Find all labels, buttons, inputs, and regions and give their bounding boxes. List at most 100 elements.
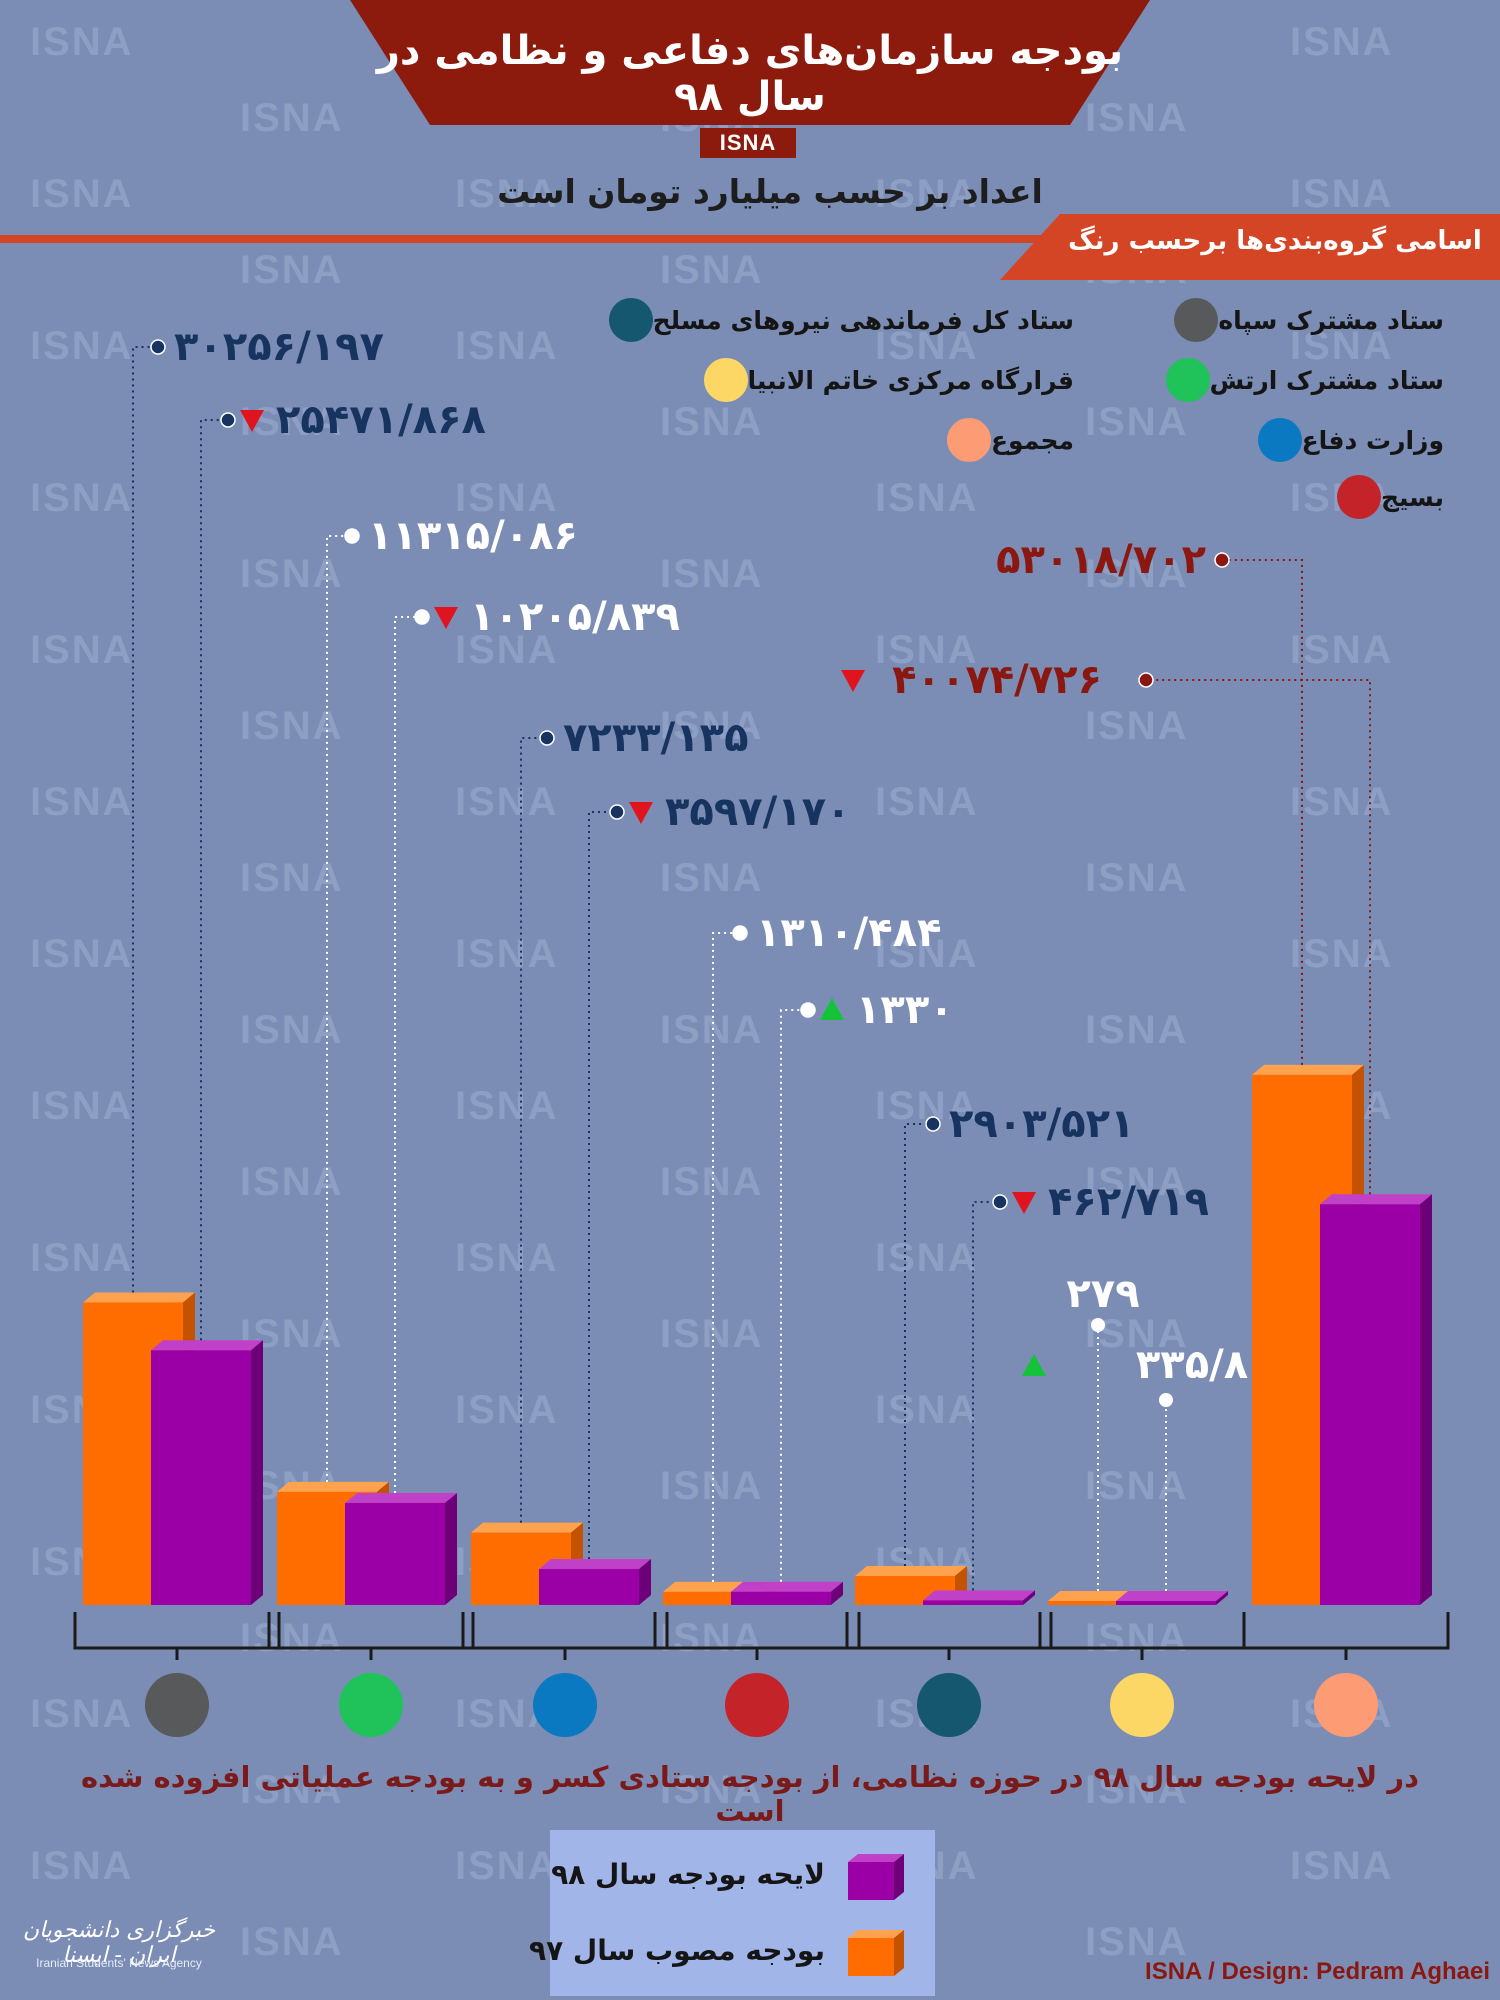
- legend-item-artesh: ستاد مشترک ارتش: [1165, 355, 1460, 405]
- legend-swatch: [1174, 298, 1219, 342]
- bar-98: [923, 1590, 1035, 1605]
- label-98-dot: [1159, 1393, 1173, 1407]
- value-label-97: ۱۳۱۰/۴۸۴: [756, 910, 942, 956]
- bar-98: [151, 1340, 263, 1605]
- category-color-dot: [1110, 1673, 1174, 1737]
- label-97-leader: [520, 737, 547, 1523]
- bar-97-top: [855, 1565, 967, 1576]
- value-label-97: ۳۰۲۵۶/۱۹۷: [174, 324, 384, 370]
- value-label-98: ۱۳۳۰: [856, 987, 954, 1033]
- legend-item-sepah: ستاد مشترک سپاه: [1174, 295, 1460, 345]
- label-98-dot: [1138, 672, 1154, 688]
- legend-label: ستاد مشترک ارتش: [1209, 365, 1444, 395]
- bar-98-front: [539, 1569, 639, 1605]
- bar-98-top: [731, 1581, 843, 1592]
- legend-item-khatam: قرارگاه مرکزی خاتم الانبیا: [703, 355, 1090, 405]
- bar-98-top: [539, 1559, 651, 1570]
- label-98-dot: [992, 1194, 1008, 1210]
- bar-98-top: [1320, 1194, 1432, 1205]
- label-98-leader: [588, 811, 617, 1560]
- label-97-dot: [344, 528, 360, 544]
- chart-title: بودجه سازمان‌های دفاعی و نظامی در سال ۹۸: [376, 28, 1124, 120]
- bar-98-front: [923, 1600, 1023, 1605]
- legend-swatch: [608, 298, 653, 342]
- category-color-dot: [917, 1673, 981, 1737]
- legend-swatch: [1336, 475, 1381, 519]
- bar-98-top: [923, 1590, 1035, 1601]
- bar-98: [539, 1559, 651, 1605]
- decrease-marker: [1012, 1192, 1036, 1214]
- decrease-marker: [240, 410, 264, 432]
- label-98-leader: [972, 1201, 1000, 1591]
- legend-label: قرارگاه مرکزی خاتم الانبیا: [747, 365, 1074, 395]
- value-label-98: ۴۶۲/۷۱۹: [1048, 1179, 1209, 1225]
- bar-98: [1116, 1591, 1228, 1605]
- bar-98-front: [151, 1350, 251, 1605]
- value-label-98: ۴۰۰۷۴/۷۲۶: [892, 657, 1102, 703]
- category-bracket: [461, 1612, 669, 1650]
- label-97-dot: [925, 1116, 941, 1132]
- bar-98-front: [731, 1591, 831, 1605]
- label-98-leader: [780, 1009, 808, 1582]
- value-label-97: ۲۷۹: [1066, 1271, 1139, 1317]
- bar-98-side: [639, 1559, 651, 1605]
- value-label-97: ۲۹۰۳/۵۲۱: [949, 1101, 1135, 1147]
- category-bracket: [267, 1612, 475, 1650]
- value-label-98: ۳۵۹۷/۱۷۰: [665, 789, 851, 835]
- label-97-leader: [1222, 559, 1303, 1065]
- label-97-dot: [150, 339, 166, 355]
- logo-english-text: Iranian Students' News Agency: [36, 1956, 202, 1970]
- category-bracket: [845, 1612, 1053, 1650]
- label-98-dot: [800, 1002, 816, 1018]
- key-row-97: بودجه مصوب سال ۹۷: [529, 1918, 935, 1988]
- label-98-dot: [609, 804, 625, 820]
- value-label-98: ۳۳۵/۸: [1136, 1342, 1248, 1388]
- bar-98: [731, 1581, 843, 1605]
- bar-98-top: [1116, 1591, 1228, 1601]
- increase-marker: [1022, 1354, 1046, 1376]
- bar-98-side: [1023, 1590, 1035, 1605]
- key-row-98: لایحه بودجه سال ۹۸: [550, 1842, 935, 1912]
- category-bracket: [1038, 1612, 1246, 1650]
- decrease-marker: [841, 670, 865, 692]
- key-label-97: بودجه مصوب سال ۹۷: [529, 1934, 825, 1967]
- bar-98-side: [1216, 1591, 1228, 1605]
- bar-98-front: [1116, 1601, 1216, 1605]
- legend-swatch: [1165, 358, 1210, 402]
- legend-item-general-staff: ستاد کل فرماندهی نیروهای مسلح: [608, 295, 1090, 345]
- category-bracket: [73, 1612, 281, 1650]
- decrease-marker: [629, 802, 653, 824]
- value-label-97: ۷۲۳۳/۱۳۵: [563, 715, 749, 761]
- legend-swatch: [946, 418, 991, 462]
- bar-97-top: [277, 1481, 389, 1492]
- legend-swatch: [1257, 418, 1302, 462]
- value-label-97: ۱۱۳۱۵/۰۸۶: [368, 513, 578, 559]
- bar-98-top: [345, 1492, 457, 1503]
- category-color-dot: [533, 1673, 597, 1737]
- legend-title-box: [1000, 214, 1500, 280]
- value-label-97: ۵۳۰۱۸/۷۰۲: [996, 537, 1206, 583]
- bar-98-side: [831, 1581, 843, 1605]
- value-label-98: ۲۵۴۷۱/۸۶۸: [276, 397, 486, 443]
- bar-97-top: [83, 1292, 195, 1303]
- bar-98: [345, 1492, 457, 1605]
- label-97-dot: [1214, 552, 1230, 568]
- bar-97-front: [1048, 1601, 1148, 1605]
- legend-label: مجموع: [990, 425, 1074, 455]
- bar-97-top: [1252, 1064, 1364, 1075]
- label-97-leader: [712, 932, 740, 1582]
- legend-item-defense-ministry: وزارت دفاع: [1257, 415, 1460, 465]
- bar-97-top: [471, 1522, 583, 1533]
- label-97-leader: [326, 535, 352, 1482]
- series-key: لایحه بودجه سال ۹۸ بودجه مصوب سال ۹۷: [529, 1830, 935, 1996]
- design-credit: ISNA / Design: Pedram Aghaei: [1145, 1958, 1490, 1985]
- bar-98: [1320, 1194, 1432, 1605]
- legend-item-basij: بسیج: [1336, 472, 1460, 522]
- bar-98-side: [251, 1340, 263, 1605]
- legend-label: ستاد مشترک سپاه: [1218, 305, 1444, 335]
- legend-label: ستاد کل فرماندهی نیروهای مسلح: [652, 305, 1074, 335]
- category-bracket: [653, 1612, 861, 1650]
- bar-98-front: [345, 1502, 445, 1605]
- isna-logo: خبرگزاری دانشجویان ایران - ایسنا Iranian…: [14, 1918, 224, 1982]
- key-swatch-97: [848, 1930, 904, 1976]
